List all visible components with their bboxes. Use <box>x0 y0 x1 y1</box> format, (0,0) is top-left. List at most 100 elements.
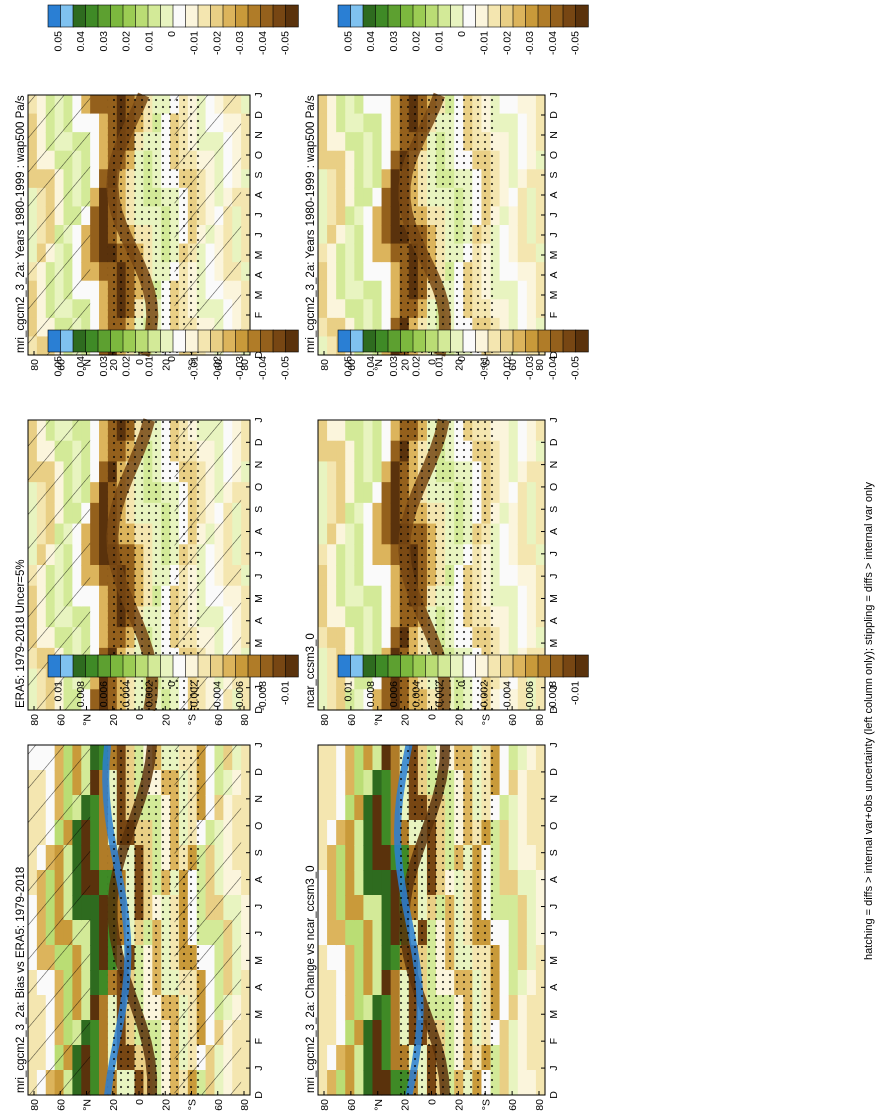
heat-cell <box>90 169 100 189</box>
colorbar-label: 0.03 <box>388 356 400 377</box>
heat-cell <box>390 113 401 133</box>
colorbar-swatch <box>47 654 62 678</box>
heat-cell <box>327 95 337 115</box>
month-tick-label: J <box>253 574 265 579</box>
heat-cell <box>318 461 328 483</box>
lat-tick-label: 60 <box>55 359 67 371</box>
heat-cell <box>327 970 337 996</box>
heat-cell <box>354 95 364 115</box>
heat-cell <box>526 225 537 245</box>
heat-cell <box>318 845 328 871</box>
heat-cell <box>327 262 337 282</box>
lat-tick-label: 60 <box>507 714 519 726</box>
heat-cell <box>526 745 537 771</box>
month-tick-label: D <box>548 438 560 446</box>
heat-cell <box>517 895 528 921</box>
heat-cell <box>390 95 401 115</box>
colorbar-swatch <box>387 329 402 353</box>
heat-cell <box>99 169 109 189</box>
month-tick-label: M <box>253 594 265 603</box>
heat-cell <box>372 870 383 896</box>
colorbar-swatch <box>537 654 552 678</box>
heat-cell <box>499 920 510 946</box>
colorbar-swatch <box>487 654 502 678</box>
colorbar-swatch <box>285 329 299 353</box>
colorbar-swatch <box>512 654 527 678</box>
heat-cell <box>535 169 546 189</box>
heat-cell <box>318 317 328 338</box>
colorbar-swatch <box>362 654 377 678</box>
colorbar-swatch <box>375 654 389 678</box>
heat-cell <box>381 225 392 245</box>
heat-cell <box>318 225 328 245</box>
heat-cell <box>241 770 251 796</box>
heat-cell <box>517 1045 528 1071</box>
heat-cell <box>363 502 374 525</box>
heat-cell <box>490 920 501 946</box>
heat-cell <box>372 1070 383 1096</box>
heat-cell <box>241 461 251 483</box>
heat-cell <box>327 1020 337 1046</box>
heat-cell <box>99 225 109 245</box>
heat-cell <box>526 565 537 587</box>
colorbar-swatch <box>272 329 287 353</box>
colorbar-swatch <box>97 4 112 28</box>
heat-cell <box>345 920 355 946</box>
heat-cell <box>372 206 383 226</box>
colorbar-swatch <box>172 654 187 678</box>
heat-cell <box>381 920 392 946</box>
heat-cell <box>241 820 251 846</box>
colorbar-swatch <box>235 654 249 678</box>
heat-cell <box>354 895 364 921</box>
heat-cell <box>526 280 537 300</box>
colorbar-swatch <box>247 4 262 28</box>
heat-cell <box>241 689 251 711</box>
heat-cell <box>499 845 510 871</box>
heat-cell <box>517 502 528 525</box>
heat-cell <box>499 420 510 442</box>
colorbar-label: 0.006 <box>388 681 400 707</box>
colorbar-swatch <box>450 329 464 353</box>
heat-cell <box>99 689 109 711</box>
colorbar-swatch <box>222 4 237 28</box>
colorbar-label: -0.004 <box>212 681 224 711</box>
colorbar-swatch <box>210 329 224 353</box>
heat-cell <box>99 280 109 300</box>
heat-cell <box>336 820 346 846</box>
colorbar-swatch <box>412 329 427 353</box>
month-tick-label: N <box>548 461 560 469</box>
heat-cell <box>390 745 401 771</box>
heat-cell <box>363 317 374 338</box>
colorbar-swatch <box>60 4 74 28</box>
heat-cell <box>499 206 510 226</box>
heat-cell <box>327 627 337 649</box>
heat-cell <box>372 132 383 152</box>
colorbar-label: -0.01 <box>479 31 491 55</box>
heat-cell <box>363 870 374 896</box>
heat-cell <box>517 689 528 711</box>
heat-cell <box>526 206 537 226</box>
heat-cell <box>508 482 519 504</box>
heat-cell <box>363 461 374 483</box>
colorbar-swatch <box>285 654 299 678</box>
heat-cell <box>526 187 537 208</box>
heat-cell <box>318 262 328 282</box>
colorbar-swatch <box>575 654 589 678</box>
heat-cell <box>381 689 392 711</box>
heat-cell <box>90 606 100 628</box>
month-tick-label: S <box>253 506 265 513</box>
month-tick-label: A <box>548 617 560 624</box>
heat-cell <box>372 970 383 996</box>
heat-cell <box>327 150 337 170</box>
heat-cell <box>499 317 510 338</box>
heat-cell <box>490 895 501 921</box>
month-tick-label: J <box>548 551 560 556</box>
heat-cell <box>508 132 519 152</box>
heat-cell <box>336 95 346 115</box>
heat-cell <box>336 206 346 226</box>
colorbar-swatch <box>575 329 589 353</box>
heat-cell <box>327 745 337 771</box>
heat-cell <box>499 895 510 921</box>
heat-cell <box>241 1045 251 1071</box>
